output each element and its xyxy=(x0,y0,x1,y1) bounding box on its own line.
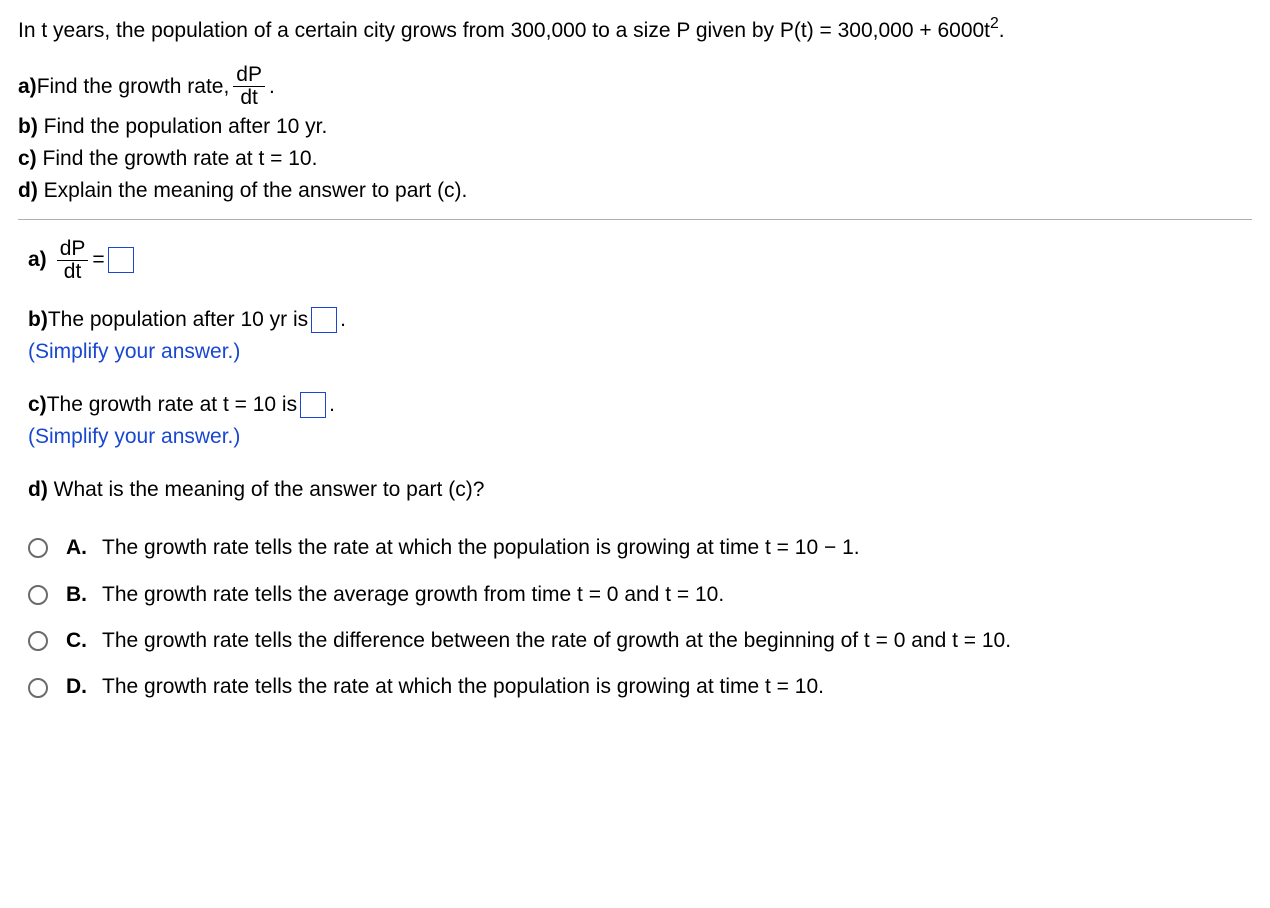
choice-d[interactable]: D. The growth rate tells the rate at whi… xyxy=(28,672,1252,702)
section-divider xyxy=(18,219,1252,220)
choice-b[interactable]: B. The growth rate tells the average gro… xyxy=(28,580,1252,610)
answer-c-input[interactable] xyxy=(300,392,326,418)
fraction-dpdt: dP dt xyxy=(233,64,265,109)
problem-text-prefix: In t years, the population of a certain … xyxy=(18,19,990,42)
answer-b-text-before: The population after 10 yr is xyxy=(48,305,308,335)
answer-d-text: What is the meaning of the answer to par… xyxy=(48,478,485,501)
choice-c-letter: C. xyxy=(66,626,90,656)
answer-b-text-after: . xyxy=(340,305,346,335)
part-b: b) Find the population after 10 yr. xyxy=(18,112,1252,142)
equals-sign: = xyxy=(92,245,104,275)
choice-b-text: The growth rate tells the average growth… xyxy=(102,580,724,610)
problem-text-suffix: . xyxy=(999,19,1005,42)
part-a-label: a) xyxy=(18,72,37,102)
answer-b-input[interactable] xyxy=(311,307,337,333)
part-d-text: Explain the meaning of the answer to par… xyxy=(38,179,468,202)
choice-a-letter: A. xyxy=(66,533,90,563)
part-c: c) Find the growth rate at t = 10. xyxy=(18,144,1252,174)
part-b-text: Find the population after 10 yr. xyxy=(38,115,328,138)
part-d-label: d) xyxy=(18,179,38,202)
answer-c-text-before: The growth rate at t = 10 is xyxy=(47,390,297,420)
problem-statement: In t years, the population of a certain … xyxy=(18,14,1252,46)
part-a: a) Find the growth rate, dP dt . xyxy=(18,64,1252,109)
part-c-label: c) xyxy=(18,147,37,170)
answer-a-input[interactable] xyxy=(108,247,134,273)
answer-d: d) What is the meaning of the answer to … xyxy=(18,475,1252,505)
part-a-text-after: . xyxy=(269,72,275,102)
choice-b-letter: B. xyxy=(66,580,90,610)
part-c-text: Find the growth rate at t = 10. xyxy=(37,147,318,170)
choice-d-text: The growth rate tells the rate at which … xyxy=(102,672,824,702)
radio-icon[interactable] xyxy=(28,585,48,605)
answer-b: b) The population after 10 yr is . (Simp… xyxy=(18,305,1252,368)
fraction-denominator: dt xyxy=(233,87,265,109)
choice-d-letter: D. xyxy=(66,672,90,702)
answer-a: a) dP dt = xyxy=(18,238,1252,283)
choice-c-text: The growth rate tells the difference bet… xyxy=(102,626,1011,656)
answer-a-label: a) xyxy=(28,245,47,275)
radio-icon[interactable] xyxy=(28,631,48,651)
fraction-denominator: dt xyxy=(57,261,89,283)
choice-a-text: The growth rate tells the rate at which … xyxy=(102,533,860,563)
answer-c-text-after: . xyxy=(329,390,335,420)
choice-c[interactable]: C. The growth rate tells the difference … xyxy=(28,626,1252,656)
exponent: 2 xyxy=(990,15,999,32)
fraction-dpdt-answer: dP dt xyxy=(57,238,89,283)
answer-c-label: c) xyxy=(28,390,47,420)
question-parts: a) Find the growth rate, dP dt . b) Find… xyxy=(18,64,1252,206)
part-b-label: b) xyxy=(18,115,38,138)
radio-icon[interactable] xyxy=(28,678,48,698)
answer-c-hint: (Simplify your answer.) xyxy=(28,422,1252,452)
multiple-choice-list: A. The growth rate tells the rate at whi… xyxy=(18,533,1252,703)
radio-icon[interactable] xyxy=(28,538,48,558)
answer-b-hint: (Simplify your answer.) xyxy=(28,337,1252,367)
fraction-numerator: dP xyxy=(233,64,265,87)
answer-d-label: d) xyxy=(28,478,48,501)
answer-c: c) The growth rate at t = 10 is . (Simpl… xyxy=(18,390,1252,453)
part-a-text-before: Find the growth rate, xyxy=(37,72,230,102)
fraction-numerator: dP xyxy=(57,238,89,261)
choice-a[interactable]: A. The growth rate tells the rate at whi… xyxy=(28,533,1252,563)
answer-b-label: b) xyxy=(28,305,48,335)
part-d: d) Explain the meaning of the answer to … xyxy=(18,176,1252,206)
